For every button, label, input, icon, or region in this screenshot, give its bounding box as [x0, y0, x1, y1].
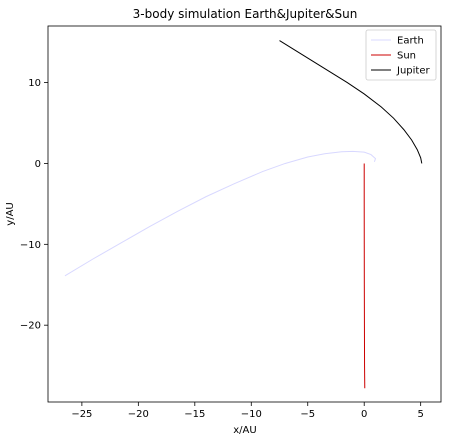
legend-label-earth: Earth [397, 36, 424, 47]
y-tick-label: 0 [35, 159, 41, 170]
plot-area: −25 −20 −15 −10 −5 0 5 −20 −10 0 10 [20, 25, 442, 420]
y-axis-label: y/AU [5, 202, 16, 225]
legend-label-jupiter: Jupiter [396, 66, 430, 77]
x-tick-label: −20 [128, 409, 149, 420]
series-line-jupiter [279, 40, 423, 164]
plot-frame [47, 25, 442, 403]
series-line-sun [363, 163, 366, 389]
chart-title: 3-body simulation Earth&Jupiter&Sun [133, 7, 358, 21]
y-tick-label: −10 [20, 240, 41, 251]
legend-label-sun: Sun [397, 51, 416, 62]
legend-box [365, 29, 437, 81]
y-tick-label: 10 [28, 78, 41, 89]
legend: Earth Sun Jupiter [365, 29, 437, 81]
x-tick-label: −25 [71, 409, 92, 420]
series-line-earth [64, 150, 377, 277]
x-tick-label: −15 [184, 409, 205, 420]
x-tick-label: −10 [241, 409, 262, 420]
x-tick-label: −5 [300, 409, 315, 420]
y-tick-label: −20 [20, 321, 41, 332]
x-tick-label: 0 [361, 409, 367, 420]
x-tick-label: 5 [417, 409, 423, 420]
x-axis-label: x/AU [233, 425, 256, 436]
